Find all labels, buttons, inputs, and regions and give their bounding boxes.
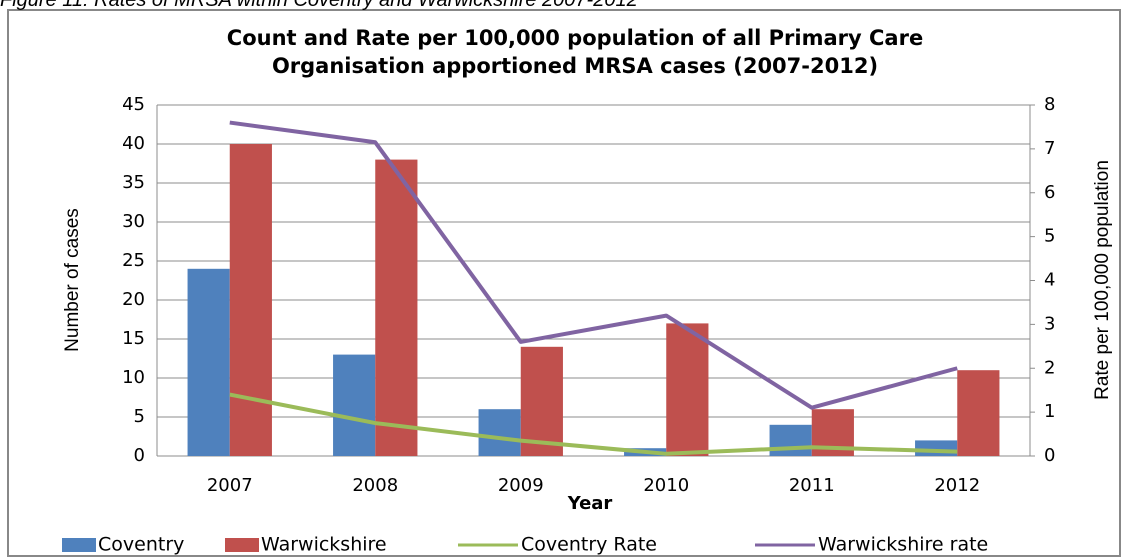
y2-tick-label: 4 bbox=[1044, 270, 1055, 291]
legend-swatch bbox=[225, 538, 259, 552]
bar bbox=[666, 323, 709, 456]
x-axis-title: Year bbox=[567, 493, 613, 514]
y-tick-label: 30 bbox=[122, 211, 145, 232]
bar bbox=[187, 268, 230, 456]
x-tick-label: 2008 bbox=[352, 475, 398, 496]
y2-tick-label: 7 bbox=[1044, 138, 1055, 159]
legend-label: Coventry bbox=[98, 534, 184, 556]
caption: Figure 11: Rates of MRSA within Coventry… bbox=[0, 0, 638, 11]
y2-tick-label: 6 bbox=[1044, 182, 1055, 203]
y-tick-label: 35 bbox=[122, 172, 145, 193]
y-tick-label: 15 bbox=[122, 328, 145, 349]
x-tick-label: 2011 bbox=[789, 475, 835, 496]
y-tick-label: 0 bbox=[134, 445, 145, 466]
y-tick-label: 20 bbox=[122, 289, 145, 310]
legend-label: Warwickshire bbox=[261, 534, 387, 556]
y2-tick-label: 1 bbox=[1044, 401, 1055, 422]
y-tick-label: 25 bbox=[122, 250, 145, 271]
y-axis-title: Number of cases bbox=[62, 208, 83, 352]
y2-tick-label: 5 bbox=[1044, 226, 1055, 247]
y2-axis-title: Rate per 100,000 population bbox=[1092, 160, 1113, 400]
y2-tick-label: 0 bbox=[1044, 445, 1055, 466]
x-tick-label: 2012 bbox=[934, 475, 980, 496]
bar bbox=[333, 354, 376, 456]
y2-tick-label: 2 bbox=[1044, 357, 1055, 378]
bar bbox=[229, 144, 272, 456]
chart-title: Count and Rate per 100,000 population of… bbox=[227, 26, 923, 50]
bar bbox=[375, 159, 418, 456]
y-tick-label: 10 bbox=[122, 367, 145, 388]
x-tick-label: 2009 bbox=[498, 475, 544, 496]
x-tick-label: 2010 bbox=[643, 475, 689, 496]
legend-swatch bbox=[62, 538, 96, 552]
legend-label: Warwickshire rate bbox=[818, 534, 988, 556]
y-tick-label: 40 bbox=[122, 133, 145, 154]
legend-label: Coventry Rate bbox=[521, 534, 657, 556]
bar bbox=[957, 370, 1000, 456]
bar bbox=[915, 440, 958, 456]
y-tick-label: 5 bbox=[134, 406, 145, 427]
y2-tick-label: 3 bbox=[1044, 313, 1055, 334]
line-series bbox=[229, 392, 958, 456]
bar bbox=[769, 424, 812, 456]
x-tick-label: 2007 bbox=[207, 475, 253, 496]
line-series bbox=[229, 120, 958, 410]
chart-title: Organisation apportioned MRSA cases (200… bbox=[272, 54, 878, 78]
y-tick-label: 45 bbox=[122, 94, 145, 115]
y2-tick-label: 8 bbox=[1044, 94, 1055, 115]
bar bbox=[478, 409, 521, 456]
bar bbox=[520, 346, 563, 456]
